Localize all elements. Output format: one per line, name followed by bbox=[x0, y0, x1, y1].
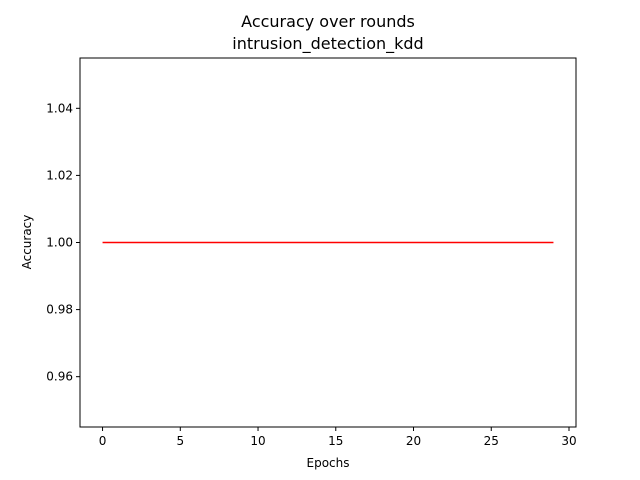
y-tick-label: 0.98 bbox=[46, 303, 73, 317]
x-tick-label: 5 bbox=[176, 434, 184, 448]
y-tick-label: 1.00 bbox=[46, 236, 73, 250]
x-tick-label: 0 bbox=[99, 434, 107, 448]
y-tick-label: 1.02 bbox=[46, 168, 73, 182]
chart-subtitle: intrusion_detection_kdd bbox=[232, 34, 423, 54]
x-axis-label: Epochs bbox=[307, 456, 350, 470]
x-tick-label: 25 bbox=[484, 434, 499, 448]
chart-title: Accuracy over rounds bbox=[241, 12, 415, 31]
y-tick-label: 0.96 bbox=[46, 370, 73, 384]
y-tick-label: 1.04 bbox=[46, 101, 73, 115]
x-tick-label: 30 bbox=[561, 434, 576, 448]
y-axis-label: Accuracy bbox=[20, 215, 34, 270]
x-tick-label: 10 bbox=[250, 434, 265, 448]
x-tick-label: 15 bbox=[328, 434, 343, 448]
plot-frame bbox=[79, 57, 577, 428]
x-tick-label: 20 bbox=[406, 434, 421, 448]
